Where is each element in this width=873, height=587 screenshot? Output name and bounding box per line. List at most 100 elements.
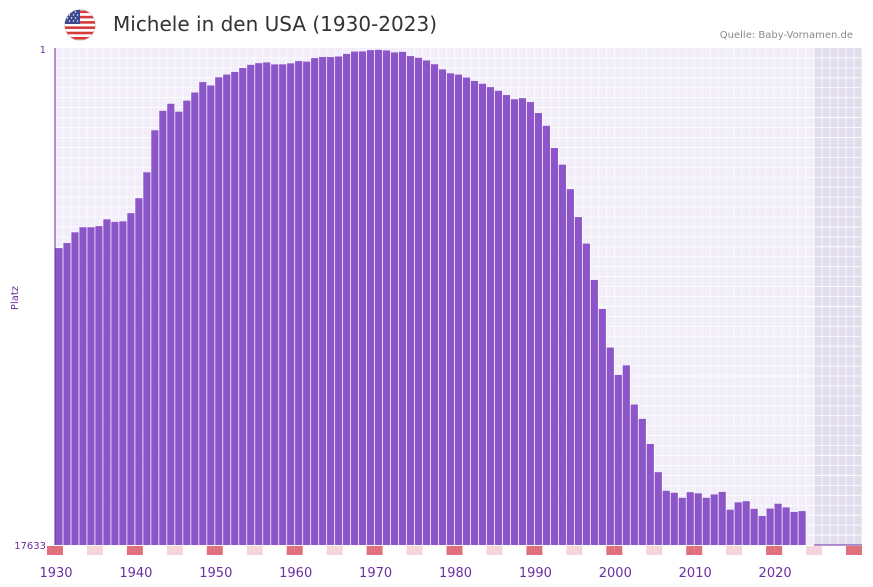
bar: [630, 404, 638, 545]
x-tick-label: 1960: [279, 566, 312, 581]
year-marker: [806, 546, 815, 555]
bar: [79, 227, 87, 545]
y-top-label: 1: [40, 45, 46, 56]
bar: [119, 221, 127, 546]
bar: [750, 508, 758, 545]
bar: [438, 69, 447, 545]
y-axis-title: Platz: [10, 286, 21, 310]
bar: [598, 308, 606, 545]
x-tick-label: 2010: [679, 566, 712, 581]
bar: [255, 63, 263, 546]
year-marker: [414, 546, 423, 555]
year-marker: [766, 546, 775, 555]
chart-title: Michele in den USA (1930-2023): [113, 12, 437, 36]
year-marker: [406, 546, 415, 555]
bar: [662, 490, 670, 545]
bar: [430, 64, 439, 545]
bar: [726, 509, 734, 545]
bar: [614, 374, 622, 545]
bar: [550, 148, 558, 545]
year-marker: [526, 546, 535, 555]
bar: [470, 80, 479, 546]
x-tick-label: 1950: [199, 566, 232, 581]
year-marker: [454, 546, 463, 555]
year-marker: [47, 546, 55, 555]
bar: [590, 279, 598, 545]
year-marker: [734, 546, 743, 555]
bar: [271, 64, 279, 545]
year-marker: [566, 546, 575, 555]
year-marker: [694, 546, 703, 555]
year-marker: [646, 546, 655, 555]
bar: [646, 444, 654, 545]
bar: [718, 491, 726, 545]
bar: [774, 503, 782, 545]
year-marker: [294, 546, 303, 555]
year-marker: [86, 546, 95, 555]
bar: [207, 85, 215, 546]
bar: [95, 226, 103, 545]
bar: [686, 492, 694, 545]
year-marker: [134, 546, 143, 555]
year-marker: [654, 546, 663, 555]
bar: [327, 57, 335, 545]
bar: [526, 102, 535, 545]
bar: [494, 90, 503, 545]
bar: [702, 497, 710, 545]
year-marker: [606, 546, 615, 555]
bar: [422, 60, 431, 545]
bar: [55, 248, 63, 545]
bar: [582, 243, 590, 545]
x-tick-label: 1990: [519, 566, 552, 581]
bar: [151, 130, 159, 545]
bar: [406, 56, 415, 545]
bar: [247, 64, 255, 546]
bar: [558, 164, 566, 545]
year-marker: [166, 546, 175, 555]
year-marker: [246, 546, 255, 555]
bar: [574, 217, 582, 545]
year-marker: [486, 546, 495, 555]
bar: [694, 493, 702, 545]
year-marker: [286, 546, 295, 555]
year-marker: [214, 546, 223, 555]
bar: [279, 64, 287, 545]
bar: [510, 99, 519, 545]
bar: [199, 82, 207, 545]
bar: [638, 418, 646, 545]
bar: [566, 189, 574, 545]
bar: [518, 98, 527, 546]
bar: [231, 71, 239, 545]
us-flag-icon: [64, 9, 96, 41]
axes: 1 17633 Platz: [10, 45, 862, 552]
bar: [303, 61, 311, 545]
bar: [398, 51, 407, 546]
year-marker: [126, 546, 135, 555]
bar: [127, 213, 135, 545]
bar: [287, 63, 295, 546]
year-marker: [726, 546, 735, 555]
bar: [143, 172, 151, 545]
bar: [311, 58, 319, 545]
x-tick-label: 2000: [599, 566, 632, 581]
year-marker: [374, 546, 383, 555]
bar: [175, 111, 183, 546]
year-marker: [534, 546, 543, 555]
bar: [710, 494, 718, 545]
bar: [758, 515, 766, 545]
x-tick-label: 2020: [759, 566, 792, 581]
chart-header: Michele in den USA (1930-2023) Quelle: B…: [0, 0, 873, 50]
source-credit: Quelle: Baby-Vornamen.de: [719, 30, 853, 41]
bar: [742, 501, 750, 545]
year-marker: [94, 546, 103, 555]
x-tick-label: 1980: [439, 566, 472, 581]
bar: [454, 74, 463, 546]
year-marker: [366, 546, 375, 555]
year-marker: [446, 546, 455, 555]
bar: [382, 50, 391, 545]
bar: [542, 125, 550, 546]
bar: [790, 511, 798, 545]
bar: [335, 56, 343, 545]
bar: [414, 57, 423, 545]
